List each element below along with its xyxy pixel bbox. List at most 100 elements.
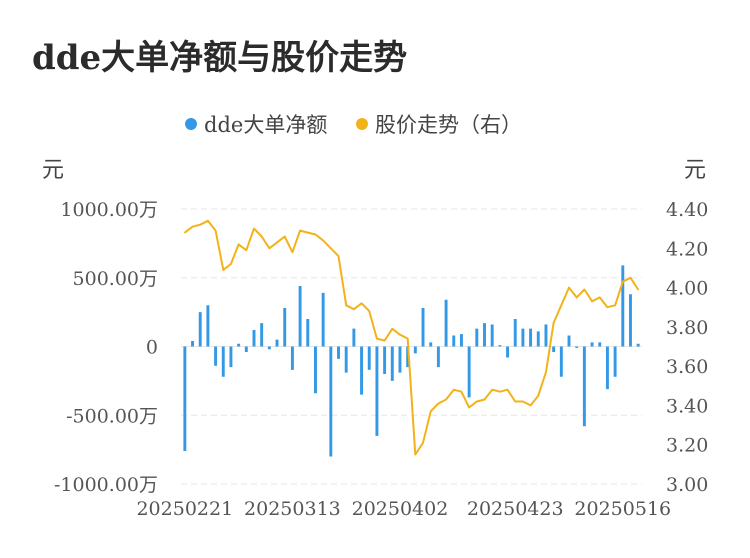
axis-labels: 1000.00万 500.00万 0 -500.00万 -1000.00万 4.40 4.2…: [54, 199, 708, 520]
bar: [298, 286, 302, 347]
right-tick-label: 4.00: [666, 278, 708, 300]
left-tick-label: 500.00万: [73, 268, 158, 290]
price-point: [353, 308, 355, 310]
price-point: [184, 231, 186, 234]
price-point: [452, 388, 455, 391]
bar: [552, 346, 556, 352]
bar: [575, 346, 579, 348]
price-point: [237, 243, 240, 246]
price-point: [637, 288, 639, 291]
price-point: [383, 339, 386, 342]
bar: [191, 341, 194, 347]
price-point: [214, 229, 217, 232]
bar: [590, 342, 594, 347]
right-tick-label: 4.40: [666, 199, 708, 221]
legend-bar-label[interactable]: dde大单净额: [204, 113, 327, 137]
price-point: [253, 227, 255, 230]
bar: [367, 346, 371, 370]
price-point: [445, 398, 447, 401]
bar: [536, 331, 540, 347]
bar: [421, 308, 425, 347]
price-line: [184, 219, 640, 456]
left-tick-label: 1000.00万: [60, 199, 158, 221]
price-point: [514, 400, 517, 403]
bar: [567, 335, 571, 347]
bar: [544, 324, 548, 347]
bar: [229, 346, 233, 368]
bar: [221, 346, 225, 377]
bar: [260, 323, 264, 347]
price-point: [583, 288, 586, 291]
price-point: [391, 328, 394, 330]
right-tick-label: 4.20: [666, 238, 708, 260]
price-point: [260, 235, 263, 238]
bar: [360, 346, 364, 395]
bar: [490, 324, 494, 347]
bar: [352, 328, 356, 347]
bar: [237, 343, 241, 347]
price-point: [575, 296, 578, 299]
bar: [498, 345, 502, 347]
bar: [483, 323, 486, 347]
price-point: [468, 406, 470, 409]
bar: [436, 346, 440, 368]
bar: [452, 335, 456, 347]
bar: [198, 312, 202, 347]
price-point: [268, 247, 271, 250]
price-point: [306, 231, 309, 234]
price-point: [614, 304, 616, 307]
price-point: [429, 410, 432, 413]
price-point: [629, 276, 632, 279]
bar: [329, 346, 333, 457]
price-point: [483, 398, 486, 401]
bar: [467, 346, 471, 398]
bar: [275, 339, 279, 347]
price-point: [537, 394, 540, 397]
right-tick-label: 3.60: [666, 356, 708, 378]
bar: [267, 346, 271, 350]
bar: [321, 292, 325, 347]
price-point: [414, 453, 417, 456]
price-point: [621, 280, 624, 283]
bar: [383, 346, 387, 374]
right-tick-label: 3.00: [666, 474, 708, 496]
legend[interactable]: dde大单净额 股价走势（右）: [185, 113, 522, 137]
bar: [429, 342, 433, 347]
bar: [506, 346, 510, 358]
left-tick-label: 0: [146, 337, 158, 359]
price-point: [460, 390, 463, 393]
price-point: [207, 219, 209, 222]
price-point: [199, 223, 202, 226]
bar: [390, 346, 394, 381]
bar: [244, 346, 248, 352]
price-point: [360, 302, 363, 305]
bar: [206, 305, 210, 347]
price-point: [529, 404, 532, 407]
price-point: [230, 263, 232, 265]
left-axis-unit: 元: [42, 158, 64, 183]
bar: [183, 346, 187, 451]
bar: [621, 265, 625, 347]
price-point: [376, 337, 378, 340]
price-point: [491, 388, 493, 391]
legend-line-marker: [356, 118, 368, 130]
bar: [598, 342, 602, 347]
bar: [344, 346, 348, 373]
bar: [290, 346, 294, 370]
price-point: [598, 296, 601, 299]
price-point: [506, 388, 509, 391]
bar: [214, 346, 218, 366]
price-point: [591, 300, 593, 303]
x-tick-label: 20250313: [244, 498, 341, 520]
bar: [444, 299, 448, 347]
price-point: [291, 251, 294, 254]
x-tick-label: 20250516: [574, 498, 671, 520]
right-tick-label: 3.20: [666, 435, 708, 457]
price-point: [476, 400, 478, 403]
bar-series: [183, 265, 640, 457]
price-point: [276, 241, 278, 244]
legend-line-label[interactable]: 股价走势（右）: [375, 113, 522, 137]
bar: [559, 346, 563, 377]
bar: [475, 328, 479, 347]
